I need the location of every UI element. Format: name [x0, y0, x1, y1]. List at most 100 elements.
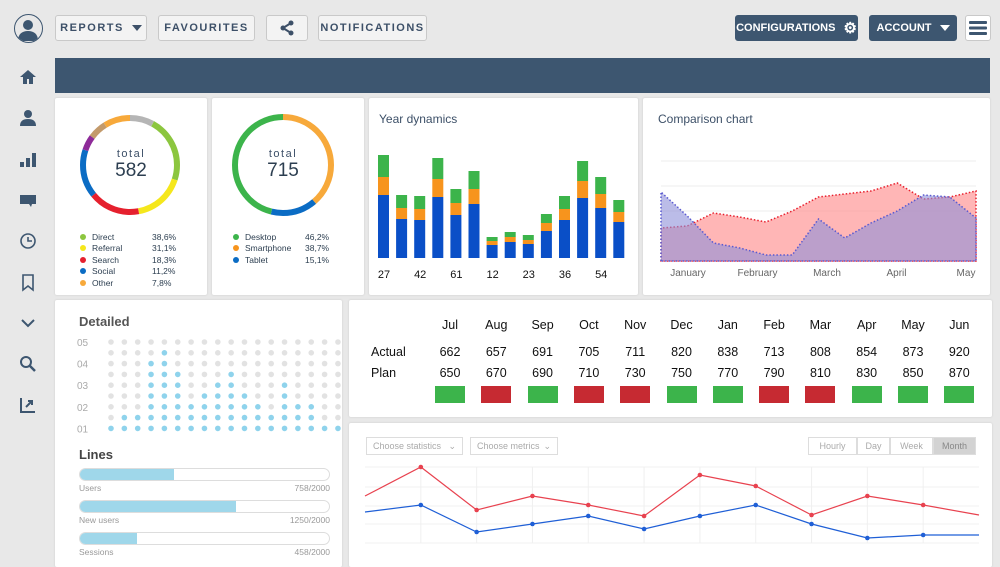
choose-statistics-dropdown[interactable]: Choose statistics ⌄ [366, 437, 463, 455]
bar-segment [414, 209, 426, 220]
legend-item: Tablet 15,1% [233, 254, 329, 266]
bar-segment [504, 237, 516, 242]
dot-filled [161, 393, 168, 399]
sidebar-item-chevron-down[interactable] [18, 313, 38, 333]
sidebar-item-user[interactable] [18, 108, 38, 128]
legend-value: 11,2% [152, 266, 176, 277]
choose-metrics-dropdown[interactable]: Choose metrics ⌄ [470, 437, 558, 455]
data-point [697, 472, 703, 478]
period-week[interactable]: Week [890, 437, 933, 455]
year-dynamics-card: Year dynamics 27 42 61 12 23 36 54 [369, 98, 638, 295]
bar-segment [577, 161, 589, 181]
reports-dropdown[interactable]: REPORTS [55, 15, 147, 41]
dot-filled [174, 404, 181, 410]
chart-title: Comparison chart [658, 112, 753, 126]
bar-segment [414, 196, 426, 209]
legend-item: Smartphone 38,7% [233, 243, 329, 255]
configurations-button[interactable]: CONFIGURATIONS ⚙ [735, 15, 858, 41]
sidebar-item-home[interactable] [18, 67, 38, 87]
dot-filled [188, 414, 194, 421]
x-tick-label: 42 [414, 269, 426, 281]
dot-empty [255, 339, 261, 345]
dot-filled [228, 404, 234, 410]
bar-segment [450, 203, 462, 215]
data-point [753, 502, 759, 508]
sidebar-item-search[interactable] [18, 354, 38, 374]
bar-segment [540, 231, 552, 258]
dot-empty [281, 371, 288, 378]
favourites-button[interactable]: FAVOURITES [158, 15, 255, 41]
dot-filled [228, 414, 234, 421]
dot-empty [241, 382, 248, 388]
progress-fill [80, 533, 138, 544]
legend-dot-icon [80, 245, 86, 252]
dot-empty [335, 414, 341, 421]
data-point [418, 464, 424, 470]
progress-bar [79, 532, 330, 545]
dot-empty [134, 382, 141, 388]
legend-label: Direct [92, 231, 115, 242]
dot-empty [268, 350, 274, 356]
dot-empty [308, 382, 315, 388]
notifications-button[interactable]: NOTIFICATIONS [318, 15, 427, 41]
comparison-card: Comparison chart January February March Apr… [643, 98, 990, 295]
progress-label: Users [79, 483, 102, 493]
dot-empty [108, 393, 114, 399]
dot-empty [321, 360, 328, 367]
dot-filled [188, 425, 194, 432]
dot-empty [295, 350, 301, 356]
bar-segment [522, 235, 534, 240]
dot-empty [188, 371, 194, 378]
donut-chart [232, 114, 334, 216]
period-day[interactable]: Day [857, 437, 890, 455]
table-cell: 838 [717, 345, 739, 359]
dot-empty [321, 339, 328, 345]
dot-filled [174, 425, 181, 432]
dot-empty [281, 360, 288, 367]
legend-item: Other 7,8% [80, 277, 176, 289]
dot-empty [241, 360, 248, 367]
clock-icon [20, 233, 36, 249]
share-button[interactable] [266, 15, 308, 41]
sidebar-item-clock[interactable] [18, 231, 38, 251]
dot-filled [228, 371, 234, 378]
y-tick-label: 03 [77, 381, 89, 392]
favourites-label: FAVOURITES [164, 22, 249, 34]
donut-total-value: 582 [115, 160, 147, 181]
table-cell: 808 [809, 345, 831, 359]
column-header: Oct [579, 318, 599, 332]
bar-chart-icon [20, 153, 36, 167]
sidebar-item-bookmark[interactable] [18, 272, 38, 292]
bar-segment [504, 232, 516, 237]
bar-segment [522, 244, 534, 258]
area-series [660, 190, 977, 262]
table-cell: 820 [671, 345, 692, 359]
dot-empty [281, 339, 288, 345]
table-cell: 670 [485, 366, 507, 380]
home-icon [20, 70, 36, 84]
dot-filled [201, 414, 208, 421]
account-dropdown[interactable]: ACCOUNT [869, 15, 957, 41]
sidebar-item-chat[interactable] [18, 190, 38, 210]
sidebar-item-bar-chart[interactable] [18, 149, 38, 169]
table-cell: 770 [717, 366, 739, 380]
bar-segment [450, 215, 462, 258]
period-month[interactable]: Month [933, 437, 976, 455]
bar-segment [577, 198, 589, 258]
period-hourly[interactable]: Hourly [808, 437, 857, 455]
menu-button[interactable] [965, 15, 991, 41]
dot-filled [215, 382, 221, 388]
dot-empty [308, 350, 315, 356]
table-cell: 662 [439, 345, 461, 359]
table-cell: 711 [625, 345, 646, 359]
table-cell: 920 [948, 345, 970, 359]
status-indicator-good [435, 386, 465, 403]
dot-filled [281, 404, 288, 410]
dot-filled [148, 393, 154, 399]
dot-empty [161, 339, 168, 345]
x-tick-label: 61 [450, 269, 462, 281]
dot-filled [161, 425, 168, 432]
dot-empty [215, 339, 221, 345]
sidebar-item-logout[interactable] [18, 395, 38, 415]
avatar-icon[interactable] [14, 14, 43, 43]
